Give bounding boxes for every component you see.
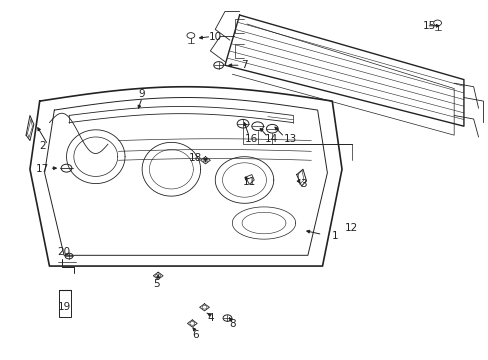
Text: 11: 11 [242, 177, 256, 187]
Text: 14: 14 [264, 134, 277, 144]
Text: 6: 6 [192, 330, 199, 340]
Text: 15: 15 [422, 21, 435, 31]
Text: 1: 1 [331, 231, 337, 240]
Text: 20: 20 [58, 247, 70, 257]
Text: 16: 16 [244, 134, 258, 144]
Text: 4: 4 [206, 313, 213, 323]
Text: 19: 19 [58, 302, 71, 312]
Text: 17: 17 [36, 164, 49, 174]
Text: 3: 3 [299, 179, 305, 189]
Text: 7: 7 [241, 60, 247, 70]
Bar [59, 290, 71, 317]
Text: 10: 10 [208, 32, 222, 41]
Text: 13: 13 [284, 134, 297, 144]
Text: 12: 12 [345, 224, 358, 233]
Text: 9: 9 [139, 89, 145, 99]
Text: 5: 5 [153, 279, 160, 289]
Text: 18: 18 [189, 153, 202, 163]
Text: 8: 8 [228, 319, 235, 329]
Text: 2: 2 [39, 141, 45, 151]
